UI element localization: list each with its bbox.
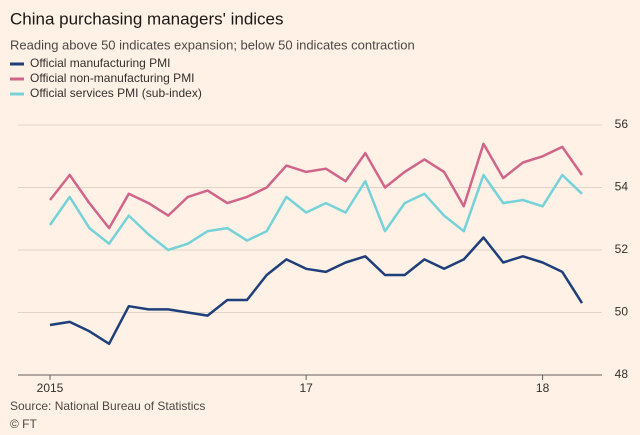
credit: © FT [10,417,38,431]
x-tick-label: 17 [299,381,313,395]
series-line [49,236,584,346]
legend-label: Official services PMI (sub-index) [30,86,202,100]
y-tick-label: 52 [615,242,629,256]
x-tick-label: 18 [536,381,550,395]
chart-title: China purchasing managers' indices [10,9,284,28]
y-tick-label: 56 [615,117,629,131]
source: Source: National Bureau of Statistics [10,399,205,413]
y-tick-label: 54 [615,180,629,194]
legend-label: Official non-manufacturing PMI [30,71,195,85]
y-tick-label: 48 [615,367,629,381]
legend-label: Official manufacturing PMI [30,56,171,70]
x-tick-label: 2015 [37,381,64,395]
series-line [48,173,583,252]
series-line [49,142,584,230]
chart-subtitle: Reading above 50 indicates expansion; be… [10,37,415,52]
y-tick-label: 50 [615,305,629,319]
